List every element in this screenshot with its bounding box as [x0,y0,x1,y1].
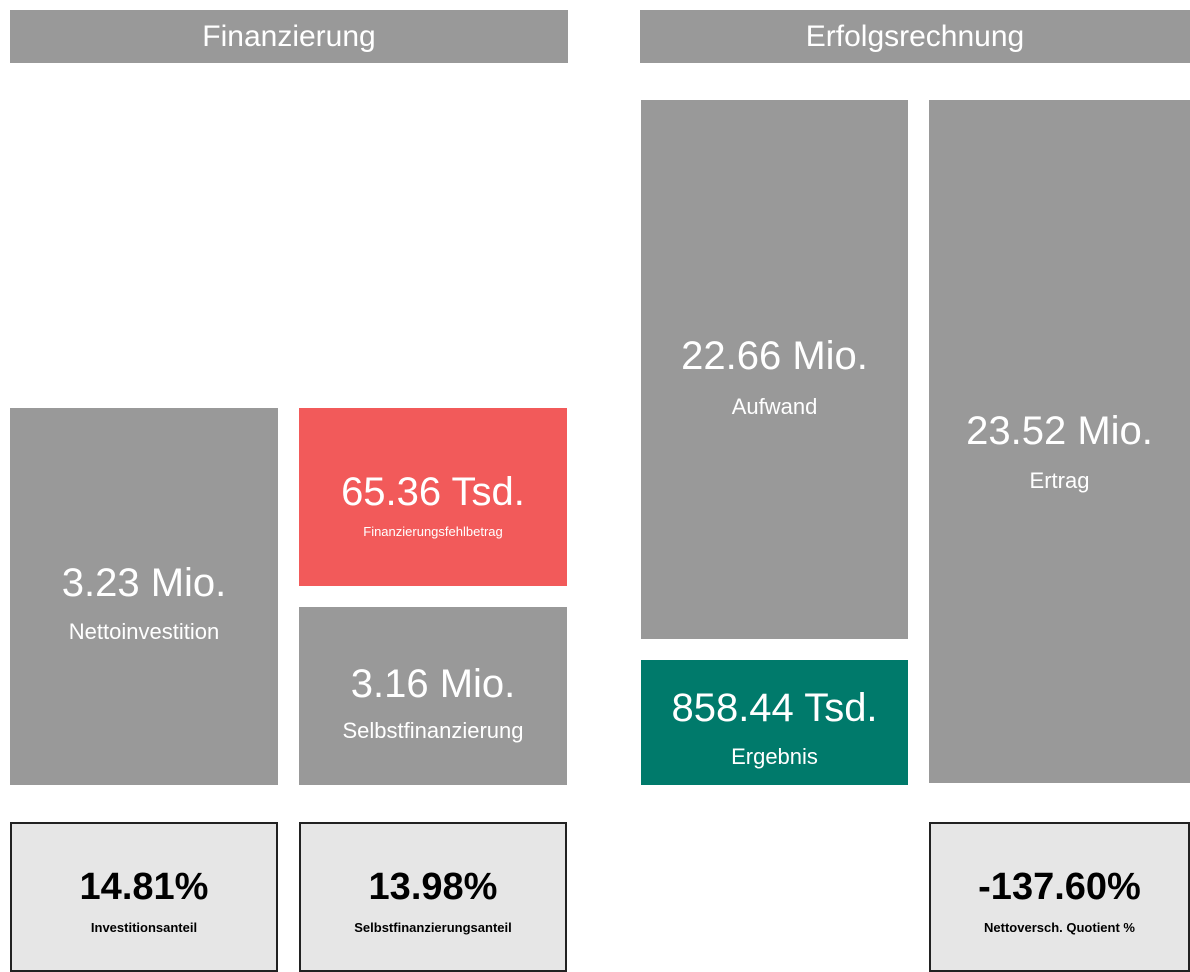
tile-value: 23.52 Mio. [966,409,1153,453]
kpi-card: -137.60% Nettoversch. Quotient % [929,822,1190,972]
kpi-value: -137.60% [978,866,1141,908]
tile-value: 3.16 Mio. [350,662,516,706]
tile: 23.52 Mio. Ertrag [929,100,1190,783]
tile: 22.66 Mio. Aufwand [641,100,908,639]
tile-value: 858.44 Tsd. [671,686,878,730]
kpi-label: Nettoversch. Quotient % [984,920,1135,935]
kpi-label: Selbstfinanzierungsanteil [354,920,512,935]
tile-label: Selbstfinanzierung [342,718,524,743]
tile-label: Nettoinvestition [68,619,220,644]
kpi-label: Investitionsanteil [90,920,198,935]
tile-label: Finanzierungsfehlbetrag [363,524,503,539]
tile-value: 22.66 Mio. [681,334,868,378]
tile-label: Ertrag [1029,468,1090,493]
section-header: Erfolgsrechnung [640,10,1190,63]
tile-label: Ergebnis [731,744,818,769]
kpi-card: 14.81% Investitionsanteil [10,822,278,972]
tile: 65.36 Tsd. Finanzierungsfehlbetrag [299,408,567,586]
tile-value: 3.23 Mio. [61,561,227,605]
section-header: Finanzierung [10,10,568,63]
tile-value: 65.36 Tsd. [341,470,525,514]
kpi-value: 13.98% [368,866,498,908]
kpi-value: 14.81% [79,866,209,908]
tile: 858.44 Tsd. Ergebnis [641,660,908,785]
tile: 3.16 Mio. Selbstfinanzierung [299,607,567,785]
kpi-card: 13.98% Selbstfinanzierungsanteil [299,822,567,972]
tile: 3.23 Mio. Nettoinvestition [10,408,278,785]
tile-label: Aufwand [731,394,818,419]
